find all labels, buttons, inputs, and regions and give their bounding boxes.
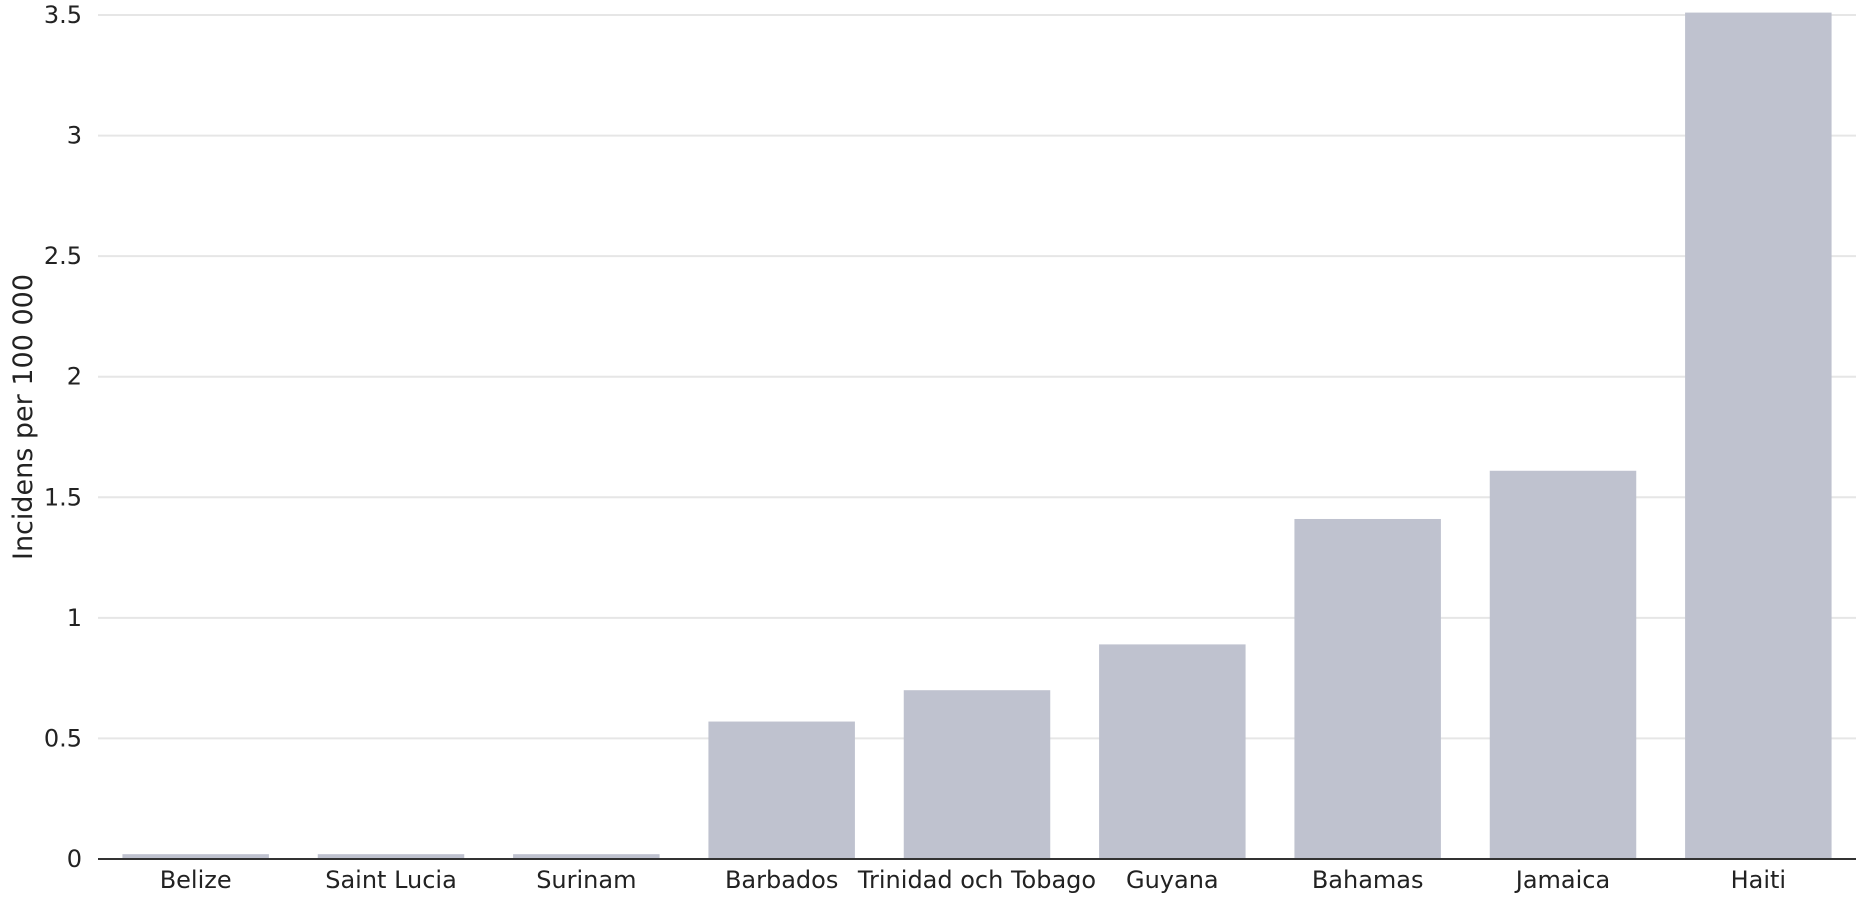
y-tick-label: 0.5: [44, 724, 82, 752]
bar-jamaica: [1489, 470, 1637, 859]
x-tick-label: Bahamas: [1312, 866, 1424, 894]
y-tick-label: 3: [67, 122, 82, 150]
grid-lines: [98, 14, 1856, 740]
bar-surinam: [513, 854, 660, 859]
x-tick-label: Haiti: [1731, 866, 1787, 894]
bar-belize: [122, 854, 269, 859]
y-tick-label: 2: [67, 363, 82, 391]
x-tick-label: Belize: [160, 866, 232, 894]
bars: [122, 12, 1832, 860]
y-axis-title: Incidens per 100 000: [8, 274, 39, 560]
bar-barbados: [708, 721, 855, 859]
x-tick-label: Saint Lucia: [325, 866, 457, 894]
x-tick-label: Jamaica: [1514, 866, 1610, 894]
x-tick-labels: Belize Saint Lucia Surinam Barbados Trinidad…: [160, 866, 1786, 894]
y-tick-label: 2.5: [44, 242, 82, 270]
bar-guyana: [1099, 644, 1246, 859]
bar-trinidad-och-tobago: [903, 690, 1051, 859]
x-tick-label: Barbados: [725, 866, 838, 894]
x-tick-label: Guyana: [1126, 866, 1219, 894]
y-tick-label: 1: [67, 604, 82, 632]
x-tick-label: Surinam: [536, 866, 636, 894]
bar-saint-lucia: [317, 854, 465, 859]
bar-bahamas: [1294, 518, 1441, 859]
bar-haiti: [1685, 12, 1832, 860]
y-tick-label: 1.5: [44, 483, 82, 511]
y-tick-label: 0: [67, 845, 82, 873]
x-tick-label: Trinidad och Tobago: [857, 866, 1096, 894]
y-tick-labels: 0 0.5 1 1.5 2 2.5 3 3.5: [44, 1, 82, 873]
y-tick-label: 3.5: [44, 1, 82, 29]
